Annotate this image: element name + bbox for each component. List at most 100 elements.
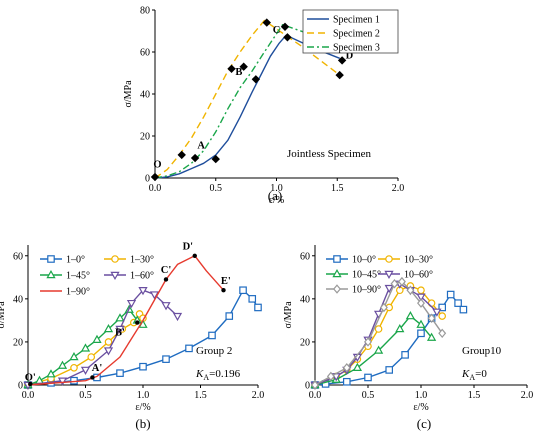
- key-point: [192, 253, 197, 258]
- key-point: [239, 62, 248, 71]
- legend-marker: [110, 271, 120, 281]
- series-point: [417, 329, 425, 338]
- series-point: [138, 287, 148, 296]
- series-point: [115, 313, 125, 322]
- series-point: [239, 286, 247, 295]
- key-point: [280, 22, 290, 31]
- group-label: Group 2: [196, 345, 232, 357]
- series-point: [162, 355, 170, 363]
- x-tick-label: 0.5: [362, 390, 375, 401]
- series-point: [406, 285, 415, 295]
- series-point: [417, 286, 425, 295]
- x-tick-label: 1.0: [415, 390, 428, 401]
- series-line: [154, 24, 336, 179]
- chart-panel-b: 0.0 0.5 1.0 1.5 2.0 0 20 40 60 ε/% σ/MPa O' A' B' C' D'…: [0, 241, 264, 431]
- series-point: [438, 303, 447, 312]
- legend-label: 1–90°: [66, 287, 90, 298]
- series-point: [401, 351, 409, 359]
- key-point: [150, 172, 160, 182]
- key-point: [90, 375, 95, 380]
- chart-panel-c: 0.0 0.5 1.0 1.5 2.0 0 20 40 60 ε/% σ/MPa 10–0° 10–30…: [283, 245, 533, 431]
- x-tick-label: 0.5: [210, 183, 223, 194]
- key-point: [337, 56, 347, 65]
- series-point: [126, 299, 137, 309]
- series-line: [154, 34, 340, 179]
- legend-label: 1–60°: [130, 271, 154, 282]
- series-point: [70, 363, 78, 372]
- point-annotation: C': [161, 265, 172, 276]
- series-point: [69, 351, 79, 361]
- x-axis-label: ε/%: [269, 195, 284, 206]
- y-tick-label: 20: [140, 132, 150, 143]
- x-tick-label: 1.5: [468, 390, 481, 401]
- key-point: [335, 70, 344, 80]
- y-tick-label: 20: [13, 337, 23, 348]
- series-point: [426, 332, 437, 341]
- ka-label: KA=0.196: [195, 368, 241, 382]
- legend-marker: [332, 268, 342, 278]
- x-tick-label: 0.0: [22, 390, 35, 401]
- series-line: [154, 19, 341, 179]
- series-point: [80, 366, 91, 375]
- point-annotation: O': [25, 373, 36, 384]
- panel-caption: (b): [135, 416, 150, 431]
- x-axis-label: ε/%: [135, 402, 150, 413]
- y-tick-label: 20: [300, 337, 310, 348]
- series-point: [92, 334, 102, 343]
- series-point: [352, 362, 363, 371]
- x-tick-label: 1.5: [194, 390, 207, 401]
- legend-marker: [47, 255, 55, 263]
- series-point: [46, 369, 56, 378]
- series-point: [343, 377, 351, 386]
- legend: Specimen 1 Specimen 2 Specimen 3: [302, 9, 399, 54]
- point-annotation: E': [221, 276, 231, 287]
- series-point: [432, 308, 442, 317]
- x-tick-label: 0.0: [309, 390, 322, 401]
- series-point: [185, 344, 193, 353]
- series-point: [57, 377, 68, 386]
- series-point: [379, 302, 388, 313]
- series-point: [139, 362, 147, 371]
- series-point: [446, 290, 455, 299]
- series-point: [454, 299, 462, 307]
- series-point: [115, 325, 125, 335]
- legend-label: 10–30°: [404, 255, 433, 266]
- series-point: [373, 345, 384, 354]
- x-tick-label: 2.0: [252, 390, 265, 401]
- key-point: [251, 75, 261, 84]
- legend-label: Specimen 2: [333, 29, 380, 40]
- series-point: [149, 291, 160, 300]
- point-annotation: B': [115, 327, 125, 338]
- legend-marker: [384, 270, 394, 280]
- series-point: [459, 305, 468, 314]
- key-point: [28, 381, 33, 387]
- y-tick-label: 60: [140, 48, 150, 59]
- group-label: Group10: [462, 345, 502, 357]
- series-point: [390, 279, 399, 289]
- legend-label: 10–0°: [352, 255, 376, 266]
- point-annotation: O: [153, 160, 161, 171]
- series-point: [405, 311, 416, 320]
- point-annotation: D': [183, 241, 194, 252]
- series-point: [254, 303, 262, 312]
- legend: 10–0° 10–30° 10–45° 10–60° 10–90°: [326, 255, 433, 296]
- series-point: [397, 276, 406, 287]
- y-axis-label: σ/MPa: [123, 80, 134, 108]
- y-tick-label: 60: [300, 251, 310, 262]
- legend-marker: [333, 255, 341, 263]
- key-point: [163, 277, 169, 282]
- legend-label: 1–30°: [130, 255, 154, 266]
- series-point: [116, 369, 124, 377]
- x-tick-label: 1.0: [137, 390, 150, 401]
- series-point: [34, 375, 45, 384]
- series-point: [384, 284, 394, 294]
- y-axis-label: σ/MPa: [283, 301, 294, 329]
- series-point: [208, 331, 216, 340]
- panel-caption: (a): [268, 188, 282, 203]
- legend: 1–0° 1–30° 1–45° 1–60° 1–90°: [40, 255, 154, 298]
- y-tick-label: 40: [140, 90, 150, 101]
- point-annotation: C: [273, 25, 281, 36]
- y-tick-label: 0: [145, 174, 150, 185]
- legend-marker: [385, 255, 393, 263]
- series-point: [416, 293, 426, 302]
